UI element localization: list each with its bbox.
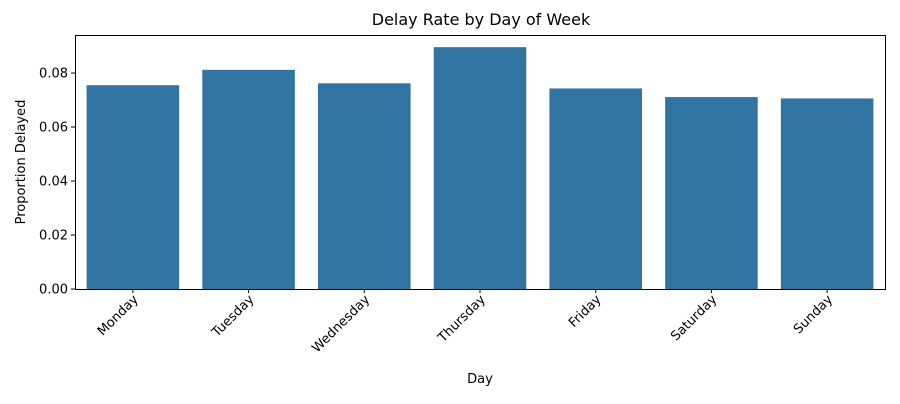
x-tick-label-tuesday: Tuesday — [209, 292, 258, 341]
x-tick-label-sunday: Sunday — [791, 292, 836, 337]
y-tick-label: 0.08 — [39, 67, 68, 82]
bars-group — [86, 47, 874, 290]
x-axis-label: Day — [467, 372, 493, 387]
x-tick-label-saturday: Saturday — [668, 292, 720, 344]
bar-wednesday — [318, 83, 411, 289]
y-tick-label: 0.00 — [39, 283, 68, 298]
y-tick-label: 0.04 — [39, 175, 68, 190]
y-tick-label: 0.06 — [39, 121, 68, 136]
y-axis-label: Proportion Delayed — [14, 100, 29, 225]
y-axis-ticks: 0.00 0.02 0.04 0.06 0.08 — [39, 67, 75, 298]
bar-saturday — [665, 97, 758, 290]
bar-monday — [86, 85, 180, 289]
x-tick-label-monday: Monday — [95, 292, 142, 339]
bar-friday — [549, 88, 642, 289]
bar-thursday — [433, 47, 527, 289]
bar-tuesday — [202, 69, 295, 289]
chart-title: Delay Rate by Day of Week — [372, 10, 591, 29]
plot-frame — [75, 35, 886, 290]
x-axis-ticks: Monday Tuesday Wednesday Thursday Friday Satu… — [95, 289, 836, 356]
x-tick-label-friday: Friday — [566, 292, 605, 331]
x-tick-label-wednesday: Wednesday — [309, 292, 373, 356]
y-tick-label: 0.02 — [39, 229, 68, 244]
bar-sunday — [780, 98, 874, 289]
x-tick-label-thursday: Thursday — [435, 292, 489, 346]
